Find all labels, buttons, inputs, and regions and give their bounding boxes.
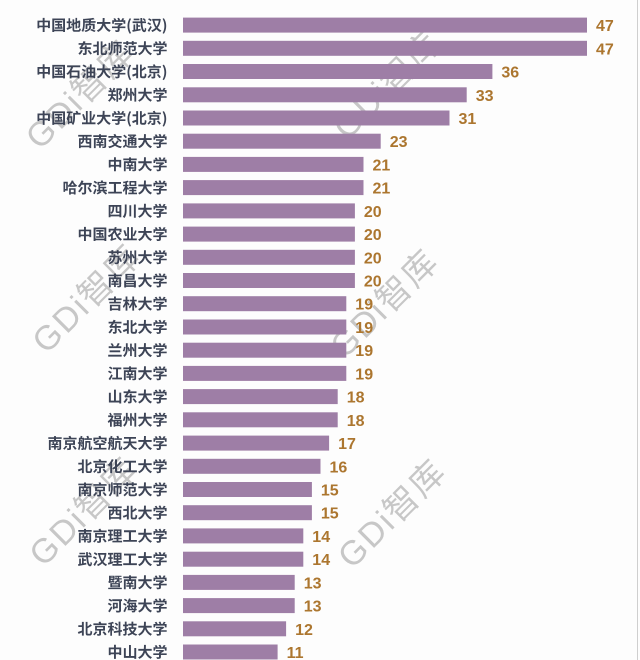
svg-text:23: 23 (390, 134, 408, 151)
svg-text:15: 15 (321, 483, 339, 500)
svg-text:13: 13 (304, 575, 322, 592)
svg-text:16: 16 (330, 459, 348, 476)
svg-text:47: 47 (596, 41, 614, 58)
svg-text:12: 12 (295, 622, 313, 639)
svg-text:18: 18 (347, 413, 365, 430)
svg-text:47: 47 (596, 18, 614, 35)
svg-text:19: 19 (355, 320, 373, 337)
svg-text:18: 18 (347, 390, 365, 407)
svg-text:13: 13 (304, 599, 322, 616)
svg-text:20: 20 (364, 250, 382, 267)
svg-text:31: 31 (459, 111, 477, 128)
svg-text:19: 19 (355, 297, 373, 314)
svg-text:20: 20 (364, 204, 382, 221)
svg-text:19: 19 (355, 366, 373, 383)
svg-text:20: 20 (364, 274, 382, 291)
svg-text:14: 14 (312, 529, 330, 546)
svg-text:14: 14 (312, 552, 330, 569)
svg-text:36: 36 (501, 65, 519, 82)
svg-text:15: 15 (321, 506, 339, 523)
svg-text:21: 21 (373, 157, 391, 174)
svg-text:19: 19 (355, 343, 373, 360)
svg-text:21: 21 (373, 181, 391, 198)
svg-text:11: 11 (287, 645, 304, 660)
svg-text:33: 33 (476, 88, 494, 105)
svg-text:20: 20 (364, 227, 382, 244)
svg-text:17: 17 (338, 436, 356, 453)
